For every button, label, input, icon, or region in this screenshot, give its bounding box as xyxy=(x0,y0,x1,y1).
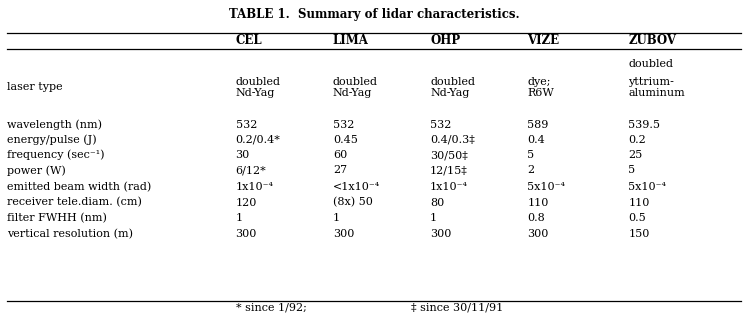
Text: 110: 110 xyxy=(628,197,650,208)
Text: 300: 300 xyxy=(333,229,355,239)
Text: 5: 5 xyxy=(527,150,535,160)
Text: 2: 2 xyxy=(527,165,535,176)
Text: 0.2: 0.2 xyxy=(628,135,646,145)
Text: yttrium-
aluminum: yttrium- aluminum xyxy=(628,77,685,98)
Text: 30: 30 xyxy=(236,150,250,160)
Text: 5: 5 xyxy=(628,165,636,176)
Text: energy/pulse (J): energy/pulse (J) xyxy=(7,135,97,145)
Text: (8x) 50: (8x) 50 xyxy=(333,197,373,208)
Text: 60: 60 xyxy=(333,150,347,160)
Text: doubled: doubled xyxy=(628,59,673,69)
Text: laser type: laser type xyxy=(7,82,63,92)
Text: doubled
Nd-Yag: doubled Nd-Yag xyxy=(333,77,378,98)
Text: 80: 80 xyxy=(430,197,444,208)
Text: 1x10⁻⁴: 1x10⁻⁴ xyxy=(430,182,468,192)
Text: ZUBOV: ZUBOV xyxy=(628,34,676,47)
Text: 6/12*: 6/12* xyxy=(236,165,266,176)
Text: 110: 110 xyxy=(527,197,549,208)
Text: 0.2/0.4*: 0.2/0.4* xyxy=(236,135,280,145)
Text: LIMA: LIMA xyxy=(333,34,369,47)
Text: * since 1/92;: * since 1/92; xyxy=(236,303,307,313)
Text: <1x10⁻⁴: <1x10⁻⁴ xyxy=(333,182,380,192)
Text: dye;
R6W: dye; R6W xyxy=(527,77,554,98)
Text: 5x10⁻⁴: 5x10⁻⁴ xyxy=(628,182,666,192)
Text: receiver tele.diam. (cm): receiver tele.diam. (cm) xyxy=(7,197,142,208)
Text: filter FWHH (nm): filter FWHH (nm) xyxy=(7,213,108,224)
Text: 5x10⁻⁴: 5x10⁻⁴ xyxy=(527,182,565,192)
Text: 539.5: 539.5 xyxy=(628,120,660,130)
Text: 0.45: 0.45 xyxy=(333,135,358,145)
Text: 1: 1 xyxy=(236,213,243,224)
Text: vertical resolution (m): vertical resolution (m) xyxy=(7,229,133,239)
Text: 1: 1 xyxy=(333,213,340,224)
Text: 27: 27 xyxy=(333,165,347,176)
Text: 1x10⁻⁴: 1x10⁻⁴ xyxy=(236,182,274,192)
Text: 300: 300 xyxy=(430,229,452,239)
Text: 0.8: 0.8 xyxy=(527,213,545,224)
Text: 532: 532 xyxy=(333,120,355,130)
Text: CEL: CEL xyxy=(236,34,263,47)
Text: doubled
Nd-Yag: doubled Nd-Yag xyxy=(430,77,475,98)
Text: 0.4/0.3‡: 0.4/0.3‡ xyxy=(430,135,475,145)
Text: TABLE 1.  Summary of lidar characteristics.: TABLE 1. Summary of lidar characteristic… xyxy=(229,8,519,21)
Text: VIZE: VIZE xyxy=(527,34,560,47)
Text: doubled
Nd-Yag: doubled Nd-Yag xyxy=(236,77,280,98)
Text: 532: 532 xyxy=(236,120,257,130)
Text: power (W): power (W) xyxy=(7,165,67,176)
Text: ‡ since 30/11/91: ‡ since 30/11/91 xyxy=(411,303,503,313)
Text: 150: 150 xyxy=(628,229,650,239)
Text: 1: 1 xyxy=(430,213,438,224)
Text: 12/15‡: 12/15‡ xyxy=(430,165,468,176)
Text: 0.4: 0.4 xyxy=(527,135,545,145)
Text: frequency (sec⁻¹): frequency (sec⁻¹) xyxy=(7,150,105,161)
Text: 300: 300 xyxy=(236,229,257,239)
Text: 532: 532 xyxy=(430,120,452,130)
Text: 30/50‡: 30/50‡ xyxy=(430,150,468,160)
Text: 589: 589 xyxy=(527,120,549,130)
Text: OHP: OHP xyxy=(430,34,460,47)
Text: 120: 120 xyxy=(236,197,257,208)
Text: 0.5: 0.5 xyxy=(628,213,646,224)
Text: emitted beam width (rad): emitted beam width (rad) xyxy=(7,182,152,192)
Text: 25: 25 xyxy=(628,150,643,160)
Text: 300: 300 xyxy=(527,229,549,239)
Text: wavelength (nm): wavelength (nm) xyxy=(7,119,102,130)
